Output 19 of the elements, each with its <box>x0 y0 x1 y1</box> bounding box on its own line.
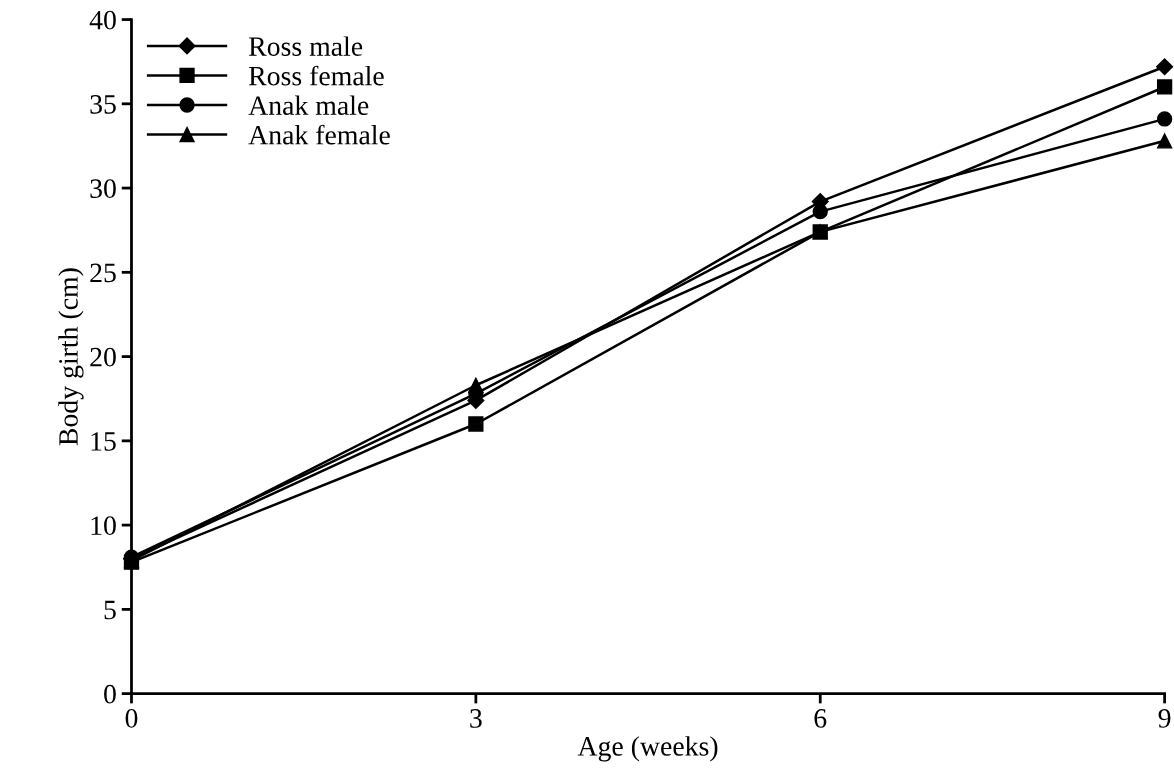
y-tick-label: 30 <box>90 179 116 198</box>
y-tick-label: 0 <box>104 684 116 704</box>
y-tick-label: 35 <box>90 95 116 114</box>
legend-label: Ross male <box>248 36 363 56</box>
legend-label: Ross female <box>248 65 384 86</box>
x-tick-label: 3 <box>470 709 482 728</box>
x-tick-label: 9 <box>1158 709 1171 728</box>
legend-label: Anak female <box>248 124 390 145</box>
y-tick-label: 25 <box>90 263 116 283</box>
x-tick-label: 0 <box>125 709 138 728</box>
y-tick-label: 5 <box>104 600 116 620</box>
y-tick-label: 15 <box>91 432 116 451</box>
y-tick-label: 20 <box>90 347 116 367</box>
legend-label: Anak male <box>248 95 369 115</box>
y-tick-label: 10 <box>91 516 116 536</box>
x-axis-title: Age (weeks) <box>577 736 718 762</box>
y-axis-title: Body girth (cm) <box>58 268 84 446</box>
x-tick-label: 6 <box>814 709 827 728</box>
y-tick-label: 40 <box>89 10 116 30</box>
